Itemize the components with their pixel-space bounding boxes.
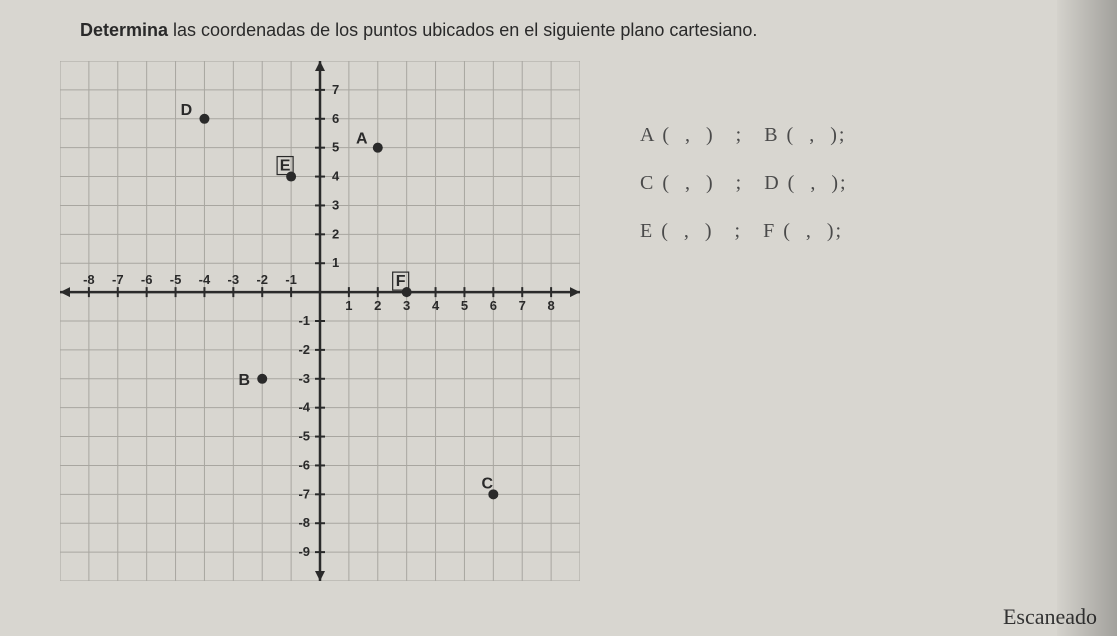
svg-text:B: B bbox=[238, 372, 250, 389]
svg-text:-5: -5 bbox=[298, 429, 310, 444]
svg-text:-5: -5 bbox=[170, 272, 182, 287]
title-rest: las coordenadas de los puntos ubicados e… bbox=[168, 20, 757, 40]
answers-block: A ( , ) ; B ( , );C ( , ) ; D ( , );E ( … bbox=[640, 111, 848, 255]
svg-text:-6: -6 bbox=[141, 272, 153, 287]
page-title: Determina las coordenadas de los puntos … bbox=[80, 20, 1057, 41]
svg-text:4: 4 bbox=[332, 169, 340, 184]
svg-text:-1: -1 bbox=[298, 313, 310, 328]
svg-text:-6: -6 bbox=[298, 457, 310, 472]
svg-text:A: A bbox=[356, 131, 368, 148]
page-shadow bbox=[1057, 0, 1117, 636]
svg-text:-4: -4 bbox=[298, 400, 310, 415]
svg-text:-8: -8 bbox=[83, 272, 95, 287]
svg-text:-7: -7 bbox=[298, 486, 310, 501]
answer-row: E ( , ) ; F ( , ); bbox=[640, 207, 848, 255]
svg-text:6: 6 bbox=[490, 298, 497, 313]
answer-row: C ( , ) ; D ( , ); bbox=[640, 159, 848, 207]
svg-text:2: 2 bbox=[332, 226, 339, 241]
svg-text:8: 8 bbox=[547, 298, 554, 313]
svg-text:3: 3 bbox=[332, 197, 339, 212]
svg-text:1: 1 bbox=[345, 298, 352, 313]
svg-text:-2: -2 bbox=[298, 342, 310, 357]
cartesian-plane: -8 -7 -6 -5 -4 -3 -2 -1 1 2 3 4 5 6 7 8 7 6 5 4 3 2 1 -1 -2 -3 -4 -… bbox=[60, 61, 580, 581]
chart-svg: -8 -7 -6 -5 -4 -3 -2 -1 1 2 3 4 5 6 7 8 7 6 5 4 3 2 1 -1 -2 -3 -4 -… bbox=[60, 61, 580, 581]
svg-text:7: 7 bbox=[332, 82, 339, 97]
svg-text:F: F bbox=[396, 273, 406, 290]
svg-text:4: 4 bbox=[432, 298, 440, 313]
svg-text:-8: -8 bbox=[298, 515, 310, 530]
svg-text:-3: -3 bbox=[298, 371, 310, 386]
svg-text:-3: -3 bbox=[228, 272, 240, 287]
svg-text:D: D bbox=[181, 102, 193, 119]
svg-text:-2: -2 bbox=[256, 272, 268, 287]
svg-text:5: 5 bbox=[461, 298, 468, 313]
svg-text:7: 7 bbox=[519, 298, 526, 313]
svg-text:C: C bbox=[482, 475, 494, 492]
title-bold: Determina bbox=[80, 20, 168, 40]
answer-row: A ( , ) ; B ( , ); bbox=[640, 111, 848, 159]
footer-text: Escaneado bbox=[1003, 604, 1097, 630]
svg-text:-9: -9 bbox=[298, 544, 310, 559]
svg-text:-1: -1 bbox=[285, 272, 297, 287]
svg-text:-4: -4 bbox=[199, 272, 211, 287]
svg-text:-7: -7 bbox=[112, 272, 124, 287]
svg-text:6: 6 bbox=[332, 111, 339, 126]
svg-text:1: 1 bbox=[332, 255, 339, 270]
svg-text:E: E bbox=[280, 158, 291, 175]
svg-text:3: 3 bbox=[403, 298, 410, 313]
svg-text:2: 2 bbox=[374, 298, 381, 313]
svg-text:5: 5 bbox=[332, 140, 339, 155]
